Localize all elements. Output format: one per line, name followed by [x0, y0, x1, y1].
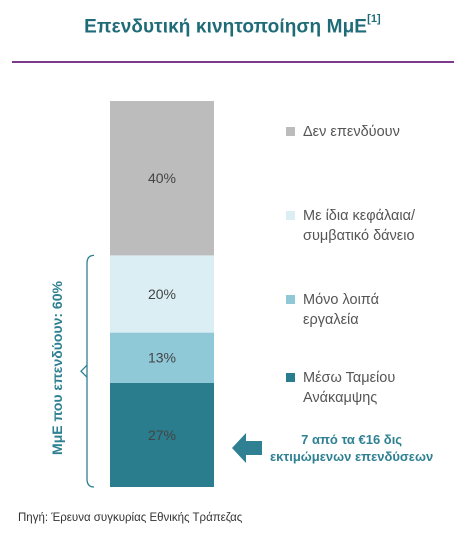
- bracket-label-text: ΜμΕ που επενδύουν: 60%: [49, 281, 65, 455]
- bar-segment-label-1: 27%: [148, 427, 176, 443]
- legend-label: Δεν επενδύουν: [303, 124, 400, 140]
- callout-arrow-icon: [232, 433, 262, 463]
- bracket-notch: [80, 364, 88, 378]
- callout-text: 7 από τα €16 δις εκτιμώμενων επενδύσεων: [270, 432, 434, 464]
- bar-segment-3: [110, 255, 214, 333]
- legend-swatch: [286, 211, 295, 220]
- legend-label: Μέσω Ταμείου Ανάκαμψης: [303, 370, 396, 406]
- bar-segment-label-3: 20%: [148, 286, 176, 302]
- title-text: Επενδυτική κινητοποίηση ΜμΕ: [84, 16, 368, 38]
- bar-segment-2: [110, 332, 214, 383]
- source-note: Πηγή: Έρευνα συγκυρίας Εθνικής Τράπεζας: [18, 512, 243, 524]
- legend-swatch: [286, 295, 295, 304]
- title-divider: [12, 61, 454, 63]
- legend-label: Με ίδια κεφάλαια/ συμβατικό δάνειο: [303, 208, 416, 244]
- legend-item-1: Δεν επενδύουν: [286, 122, 400, 142]
- legend-item-4: Μέσω Ταμείου Ανάκαμψης: [286, 368, 395, 408]
- legend-swatch: [286, 373, 295, 382]
- legend-label: Μόνο λοιπά εργαλεία: [303, 292, 379, 328]
- bar-segment-label-2: 13%: [148, 350, 176, 366]
- bracket-line: [86, 254, 95, 488]
- legend-item-3: Μόνο λοιπά εργαλεία: [286, 290, 379, 330]
- legend-swatch: [286, 127, 295, 136]
- bar-segment-label-4: 40%: [148, 170, 176, 186]
- legend-item-2: Με ίδια κεφάλαια/ συμβατικό δάνειο: [286, 206, 415, 246]
- bar-segment-4: [110, 101, 214, 256]
- bar-segment-1: [110, 382, 214, 487]
- page-title: Επενδυτική κινητοποίηση ΜμΕ[1]: [0, 13, 465, 38]
- title-footnote: [1]: [367, 13, 381, 25]
